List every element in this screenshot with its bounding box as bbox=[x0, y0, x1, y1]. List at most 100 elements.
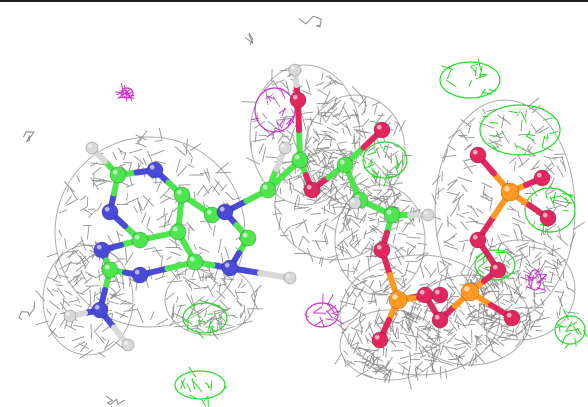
difference-blob bbox=[554, 315, 586, 345]
atom-carbon bbox=[169, 223, 187, 241]
atom-highlight bbox=[424, 211, 428, 215]
atom-highlight bbox=[242, 232, 248, 238]
atom-highlight bbox=[88, 144, 92, 148]
difference-blob bbox=[474, 249, 516, 281]
atom-nitrogen bbox=[146, 161, 164, 179]
atom-highlight bbox=[376, 244, 382, 250]
atom-phosphorus bbox=[388, 290, 408, 310]
difference-blob bbox=[174, 370, 226, 400]
atom-highlight bbox=[224, 262, 230, 268]
atom-oxygen bbox=[503, 309, 521, 327]
atom-highlight bbox=[124, 341, 128, 345]
atom-carbon bbox=[239, 229, 257, 247]
mesh-fragment bbox=[23, 131, 35, 143]
atom-highlight bbox=[492, 264, 498, 270]
atom-oxygen bbox=[431, 286, 449, 304]
atom-highlight bbox=[419, 289, 425, 295]
atom-highlight bbox=[464, 286, 470, 292]
atom-carbon bbox=[173, 186, 191, 204]
atom-nitrogen bbox=[131, 266, 149, 284]
difference-blob bbox=[182, 302, 228, 334]
atom-highlight bbox=[294, 154, 300, 160]
difference-mesh bbox=[304, 293, 344, 327]
atom-hydrogen bbox=[288, 63, 302, 77]
atom-hydrogen bbox=[421, 208, 435, 222]
atom-highlight bbox=[134, 234, 140, 240]
atom-highlight bbox=[472, 234, 478, 240]
atom-highlight bbox=[96, 244, 102, 250]
atom-highlight bbox=[506, 312, 512, 318]
difference-blob bbox=[362, 141, 408, 179]
atom-hydrogen bbox=[283, 271, 297, 285]
mesh-fragment bbox=[105, 395, 126, 405]
atom-highlight bbox=[392, 294, 398, 300]
mesh-outline bbox=[339, 309, 441, 381]
mesh-outline bbox=[42, 244, 134, 356]
difference-mesh bbox=[482, 110, 559, 153]
atom-highlight bbox=[172, 226, 178, 232]
atom-highlight bbox=[434, 289, 440, 295]
atom-hydrogen bbox=[85, 141, 99, 155]
difference-mesh bbox=[520, 267, 548, 291]
atom-highlight bbox=[104, 206, 110, 212]
atom-highlight bbox=[112, 169, 118, 175]
atom-hydrogen bbox=[63, 309, 77, 323]
difference-mesh bbox=[441, 58, 497, 97]
atom-highlight bbox=[189, 256, 195, 262]
atom-nitrogen bbox=[221, 259, 239, 277]
atom-highlight bbox=[542, 212, 548, 218]
mesh-outline bbox=[249, 64, 361, 206]
mesh-outline bbox=[339, 254, 501, 376]
atom-highlight bbox=[134, 269, 140, 275]
atom-highlight bbox=[339, 159, 345, 165]
atom-highlight bbox=[374, 334, 380, 340]
difference-blob bbox=[479, 104, 561, 156]
atom-oxygen bbox=[469, 231, 487, 249]
mesh-outline bbox=[274, 149, 396, 261]
mesh-fragment bbox=[298, 15, 322, 28]
atom-oxygen bbox=[303, 181, 321, 199]
atom-highlight bbox=[286, 274, 290, 278]
difference-mesh bbox=[555, 308, 588, 350]
atom-hydrogen bbox=[278, 141, 292, 155]
atom-carbon bbox=[101, 261, 119, 279]
atom-highlight bbox=[149, 164, 155, 170]
atom-hydrogen bbox=[121, 338, 135, 352]
atom-carbon bbox=[383, 206, 401, 224]
atom-carbon bbox=[336, 156, 354, 174]
atom-highlight bbox=[291, 66, 295, 70]
atom-carbon bbox=[186, 253, 204, 271]
atom-oxygen bbox=[489, 261, 507, 279]
atom-oxygen bbox=[539, 209, 557, 227]
atom-oxygen bbox=[533, 169, 551, 187]
atom-oxygen bbox=[371, 331, 389, 349]
atom-oxygen bbox=[431, 311, 449, 329]
difference-mesh bbox=[363, 145, 403, 188]
atom-nitrogen bbox=[91, 301, 109, 319]
atom-highlight bbox=[292, 94, 298, 100]
difference-mesh bbox=[115, 82, 135, 102]
atom-highlight bbox=[504, 186, 510, 192]
mesh-fragment bbox=[245, 32, 254, 46]
atom-highlight bbox=[206, 209, 212, 215]
atom-highlight bbox=[472, 149, 478, 155]
atom-oxygen bbox=[289, 91, 307, 109]
atom-carbon bbox=[109, 166, 127, 184]
difference-blob bbox=[439, 61, 501, 99]
atom-highlight bbox=[219, 206, 225, 212]
atom-oxygen bbox=[373, 121, 391, 139]
atom-highlight bbox=[281, 144, 285, 148]
atom-highlight bbox=[351, 199, 355, 203]
atom-highlight bbox=[536, 172, 542, 178]
difference-blob bbox=[254, 87, 296, 133]
mesh-fragment bbox=[18, 301, 35, 321]
atom-oxygen bbox=[373, 241, 391, 259]
atom-highlight bbox=[386, 209, 392, 215]
atom-carbon bbox=[131, 231, 149, 249]
atom-oxygen bbox=[416, 286, 434, 304]
atom-highlight bbox=[176, 189, 182, 195]
atom-highlight bbox=[434, 314, 440, 320]
atom-nitrogen bbox=[101, 203, 119, 221]
